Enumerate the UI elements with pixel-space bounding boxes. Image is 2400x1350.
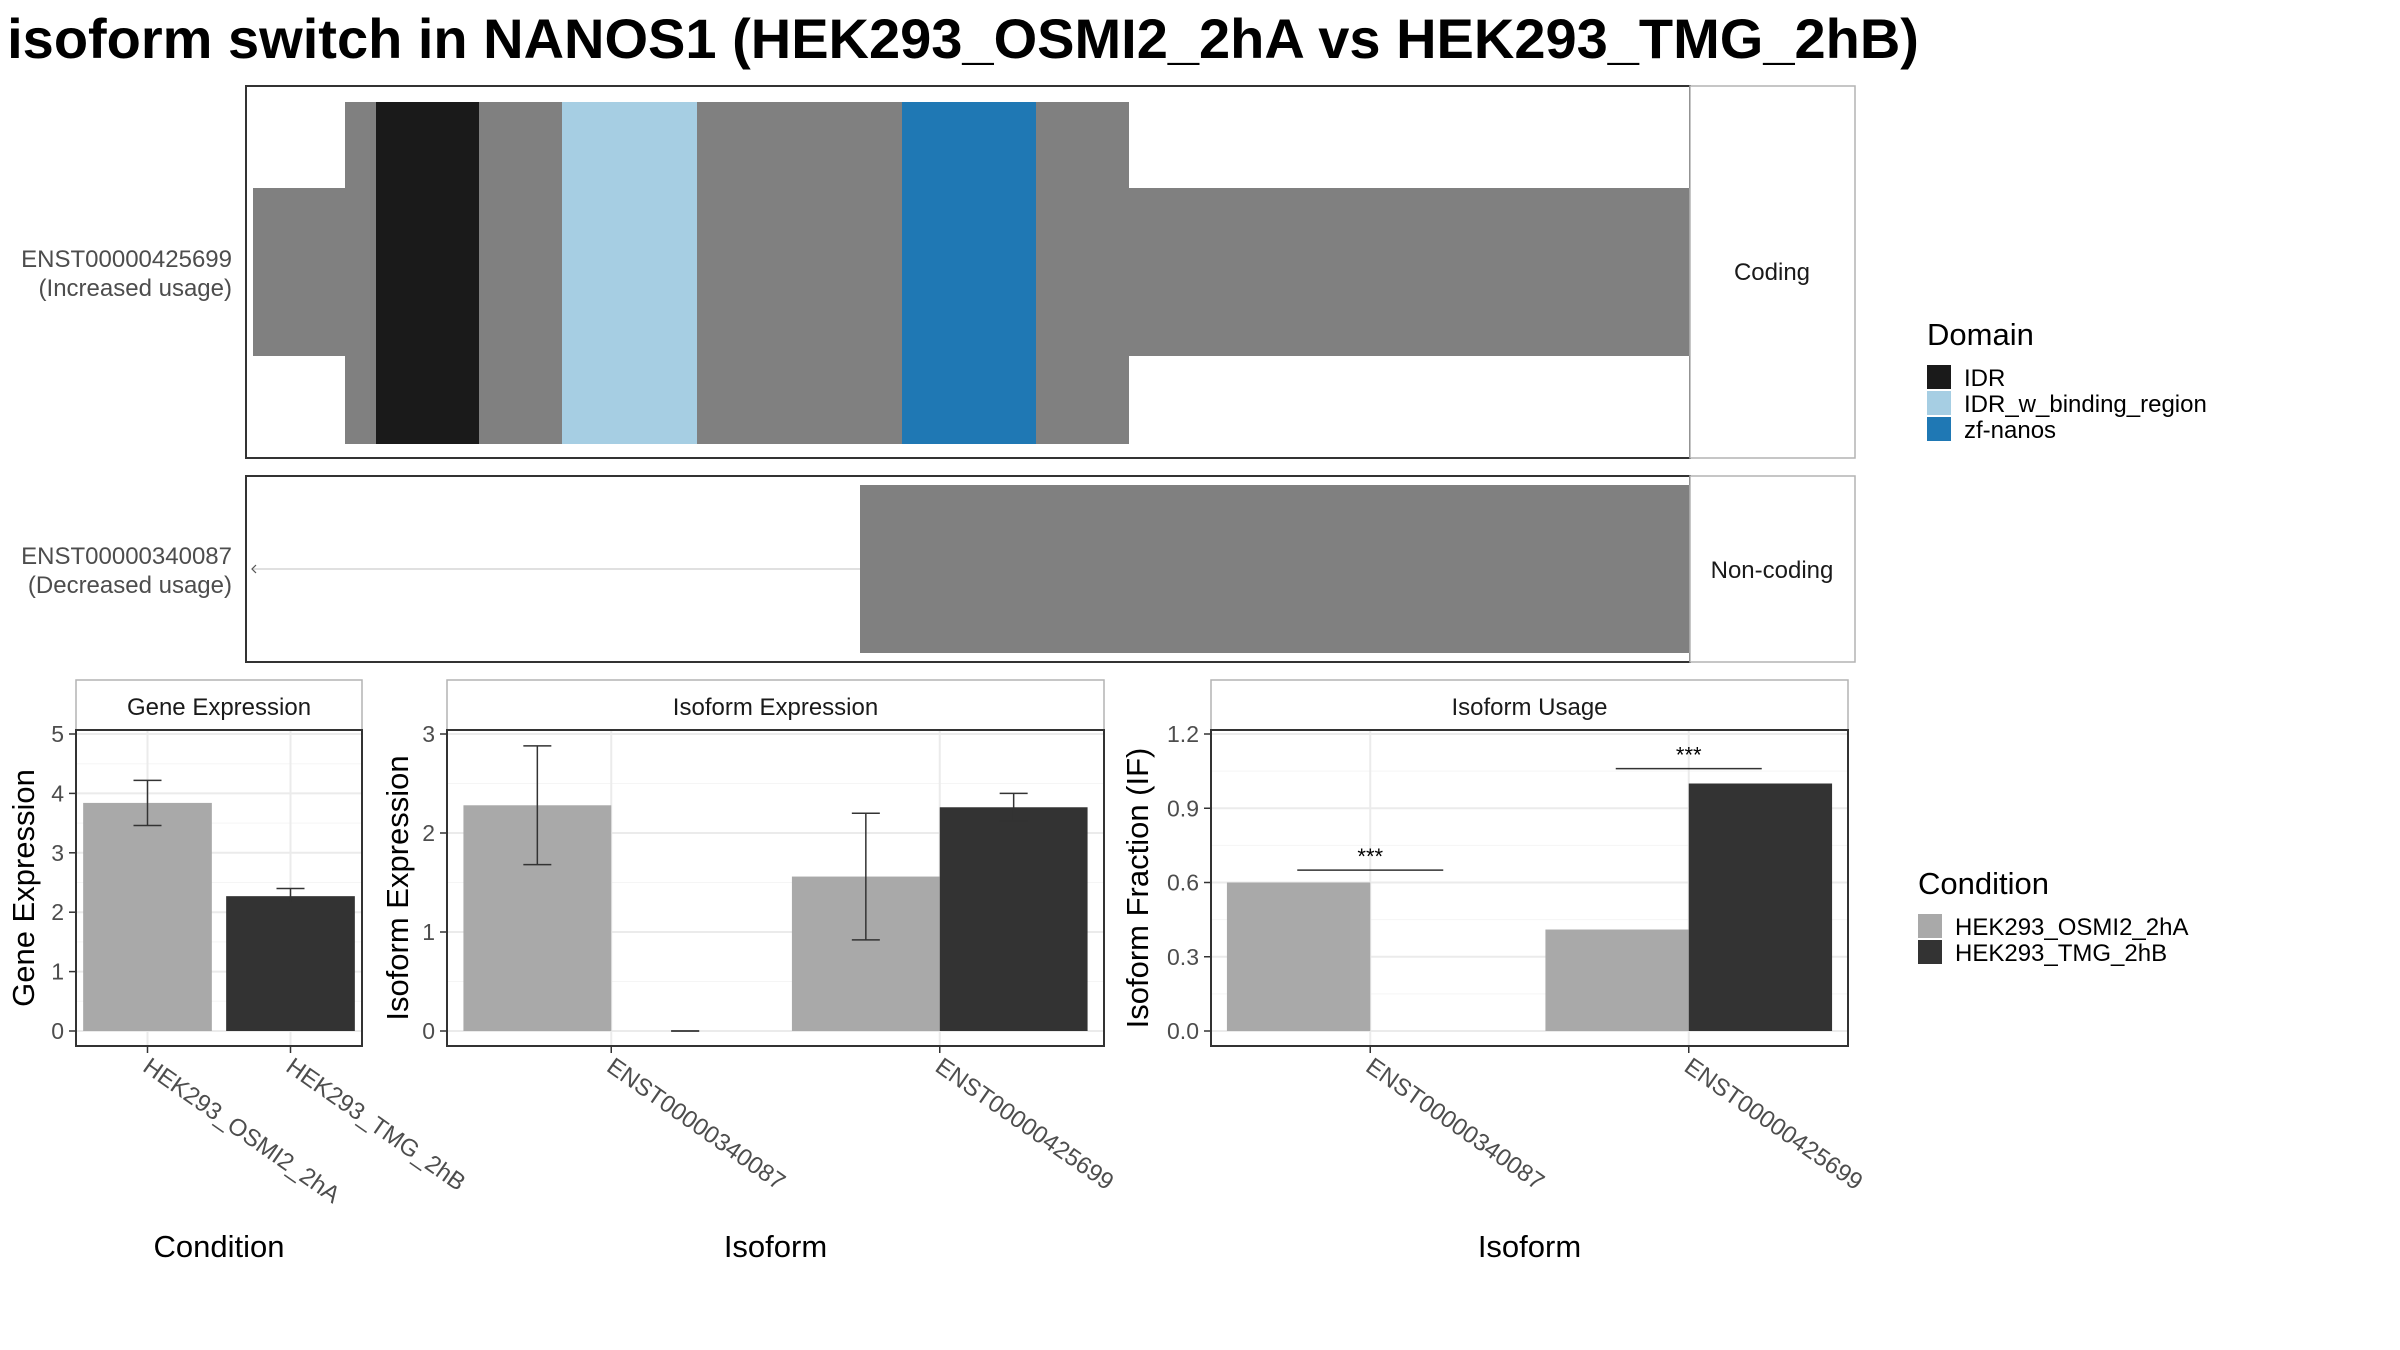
y-tick-label: 3 [51, 840, 64, 866]
legend-label-idr: IDR [1964, 365, 2005, 392]
y-axis-title: Isoform Fraction (IF) [1120, 748, 1155, 1029]
condition-legend-title: Condition [1918, 866, 2049, 901]
y-tick-label: 0.3 [1167, 944, 1199, 970]
significance-label: *** [1357, 844, 1383, 869]
y-tick-label: 0.9 [1167, 795, 1199, 821]
y-tick-label: 3 [422, 721, 435, 747]
bar [1545, 929, 1689, 1031]
facet-title: Isoform Expression [673, 694, 878, 721]
isoform-usage-label: (Increased usage) [39, 275, 232, 302]
y-tick-label: 0 [51, 1018, 64, 1044]
facet-strip-coding [1689, 85, 1856, 459]
x-axis-title: Isoform [724, 1229, 827, 1264]
isoform-usage-chart: Isoform Usage 0.0 0.3 0.6 0.9 1.2 *** *** ENST00… [1120, 679, 1868, 1264]
y-axis-title: Gene Expression [6, 769, 41, 1007]
facet-title: Gene Expression [127, 694, 311, 721]
isoform-expression-chart: Isoform Expression 0 1 2 3 ENST00000340087 ENS… [380, 679, 1119, 1264]
utr-5prime [253, 188, 345, 356]
condition-legend: Condition HEK293_OSMI2_2hA HEK293_TMG_2h… [1918, 866, 2188, 967]
facet-strip [75, 679, 363, 731]
x-tick-label: ENST00000340087 [602, 1053, 790, 1196]
legend-label-zf-nanos: zf-nanos [1964, 417, 2056, 444]
x-axis-title: Condition [154, 1229, 285, 1264]
panel-border [446, 729, 1105, 1047]
bar [1688, 783, 1833, 1031]
legend-swatch-idr-w-binding-region [1927, 391, 1951, 415]
legend-swatch-osmi2 [1918, 914, 1942, 938]
y-tick-label: 0.0 [1167, 1018, 1199, 1044]
facet-title: Isoform Usage [1451, 694, 1607, 721]
y-tick-label: 0.6 [1167, 870, 1199, 896]
domain-legend-title: Domain [1927, 317, 2034, 352]
y-tick-label: 4 [51, 780, 64, 806]
page-title: The isoform switch in NANOS1 (HEK293_OSM… [0, 7, 1919, 70]
facet-strip-noncoding [1689, 475, 1856, 663]
significance-label: *** [1676, 743, 1702, 768]
x-tick-label: ENST00000340087 [1361, 1053, 1549, 1196]
domain-legend: Domain IDR IDR_w_binding_region zf-nanos [1927, 317, 2207, 444]
legend-label-tmg: HEK293_TMG_2hB [1955, 940, 2167, 967]
isoform-id-label: ENST00000425699 [21, 246, 232, 273]
facet-strip [1210, 679, 1849, 731]
y-tick-label: 1.2 [1167, 721, 1199, 747]
panel-border [1210, 729, 1849, 1047]
y-tick-label: 1 [51, 959, 64, 985]
structure-panel-coding: Coding ENST00000425699 (Increased usage) [21, 85, 1856, 459]
bar [83, 802, 212, 1031]
y-tick-label: 2 [51, 899, 64, 925]
y-axis-title: Isoform Expression [380, 755, 415, 1020]
facet-label-noncoding: Non-coding [1711, 557, 1834, 584]
x-tick-label: ENST00000425699 [1679, 1053, 1867, 1196]
facet-label-coding: Coding [1734, 259, 1810, 286]
isoform-usage-label: (Decreased usage) [28, 572, 232, 599]
legend-swatch-tmg [1918, 940, 1942, 964]
y-tick-label: 0 [422, 1018, 435, 1044]
bar [1226, 882, 1371, 1031]
y-tick-label: 2 [422, 820, 435, 846]
exon-block [860, 485, 1690, 653]
facet-strip [446, 679, 1105, 731]
legend-swatch-idr [1927, 365, 1951, 389]
x-axis-title: Isoform [1478, 1229, 1581, 1264]
domain-idr-w-binding-region [562, 102, 697, 444]
x-tick-label: ENST00000425699 [930, 1053, 1118, 1196]
utr-3prime [1129, 188, 1690, 356]
structure-panel-noncoding: Non-coding ENST00000340087 (Decreased us… [21, 475, 1856, 663]
y-tick-label: 5 [51, 721, 64, 747]
panel-border [75, 729, 363, 1047]
domain-zf-nanos [902, 102, 1036, 444]
bar [939, 807, 1088, 1031]
isoform-id-label: ENST00000340087 [21, 543, 232, 570]
legend-label-idr-w-binding-region: IDR_w_binding_region [1964, 391, 2207, 418]
domain-idr [376, 102, 479, 444]
y-tick-label: 1 [422, 919, 435, 945]
strand-arrow-icon [251, 564, 257, 574]
bar [226, 896, 355, 1031]
legend-label-osmi2: HEK293_OSMI2_2hA [1955, 914, 2188, 941]
legend-swatch-zf-nanos [1927, 417, 1951, 441]
